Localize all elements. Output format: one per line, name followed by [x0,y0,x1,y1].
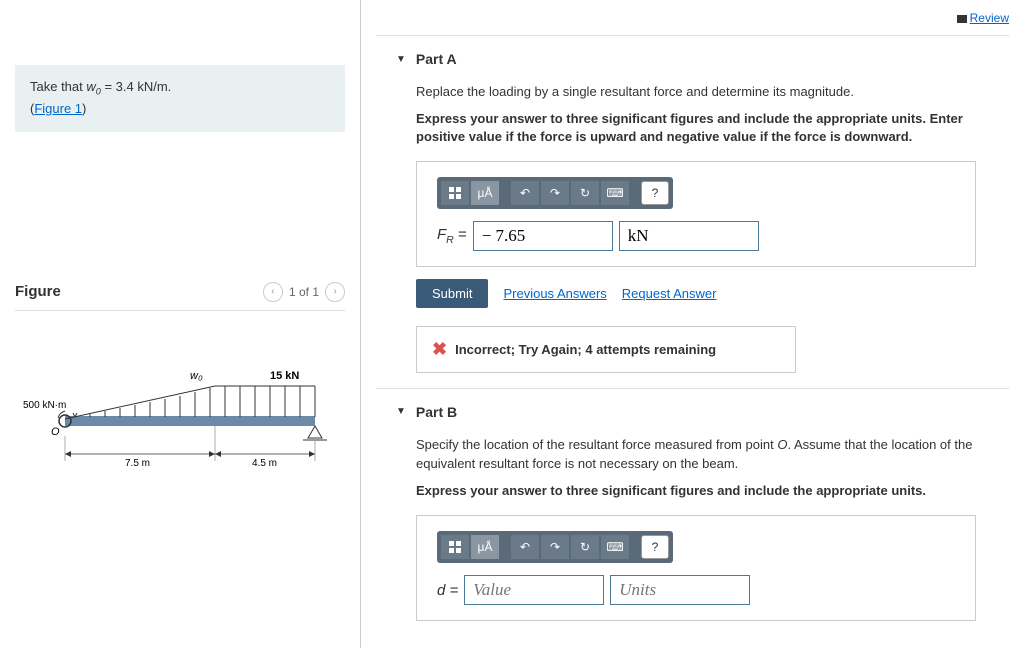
part-b-section: ▼ Part B Specify the location of the res… [376,388,1009,648]
help-button[interactable]: ? [641,181,669,205]
collapse-icon[interactable]: ▼ [396,54,406,65]
toolbar: μÅ ↶ ↷ ↻ ⌨ ? [437,177,673,209]
help-button[interactable]: ? [641,535,669,559]
keyboard-icon[interactable]: ⌨ [601,535,629,559]
var-label: FR = [437,226,467,246]
templates-icon[interactable] [441,181,469,205]
feedback-box: ✖ Incorrect; Try Again; 4 attempts remai… [416,326,796,373]
part-b-prompt: Specify the location of the resultant fo… [396,435,1009,474]
undo-icon[interactable]: ↶ [511,535,539,559]
symbols-button[interactable]: μÅ [471,181,499,205]
submit-button[interactable]: Submit [416,279,488,308]
keyboard-icon[interactable]: ⌨ [601,181,629,205]
redo-icon[interactable]: ↷ [541,181,569,205]
svg-text:w₀: w₀ [190,370,203,382]
templates-icon[interactable] [441,535,469,559]
reset-icon[interactable]: ↻ [571,181,599,205]
part-a-title: Part A [416,51,457,67]
part-b-instruction: Express your answer to three significant… [396,482,1009,500]
var-label: d = [437,582,458,599]
review-icon [957,15,967,23]
figure-diagram: w₀ 15 kN 500 kN·m O 7.5 m 4.5 m [15,341,345,491]
figure-next-button[interactable]: › [325,282,345,302]
svg-text:O: O [51,426,60,438]
feedback-text: Incorrect; Try Again; 4 attempts remaini… [455,342,716,357]
svg-text:4.5 m: 4.5 m [252,458,277,469]
toolbar: μÅ ↶ ↷ ↻ ⌨ ? [437,531,673,563]
value-input[interactable] [464,575,604,605]
svg-text:500 kN·m: 500 kN·m [23,400,66,411]
figure-prev-button[interactable]: ‹ [263,282,283,302]
request-answer-link[interactable]: Request Answer [622,286,717,301]
problem-text-prefix: Take that [30,79,86,94]
part-a-instruction: Express your answer to three significant… [396,110,1009,146]
svg-text:15 kN: 15 kN [270,370,299,382]
reset-icon[interactable]: ↻ [571,535,599,559]
svg-text:7.5 m: 7.5 m [125,458,150,469]
review-link[interactable]: Review [970,11,1009,25]
value-input[interactable] [473,221,613,251]
part-a-prompt: Replace the loading by a single resultan… [396,82,1009,102]
unit-input[interactable] [619,221,759,251]
figure-link[interactable]: Figure 1 [34,101,82,116]
previous-answers-link[interactable]: Previous Answers [503,286,606,301]
part-a-section: ▼ Part A Replace the loading by a single… [376,35,1009,388]
problem-statement: Take that w0 = 3.4 kN/m. (Figure 1) [15,65,345,132]
collapse-icon[interactable]: ▼ [396,406,406,417]
redo-icon[interactable]: ↷ [541,535,569,559]
figure-title: Figure [15,283,61,300]
undo-icon[interactable]: ↶ [511,181,539,205]
part-b-answer-box: μÅ ↶ ↷ ↻ ⌨ ? d = [416,515,976,621]
symbols-button[interactable]: μÅ [471,535,499,559]
part-a-answer-box: μÅ ↶ ↷ ↻ ⌨ ? FR = [416,161,976,267]
figure-nav-label: 1 of 1 [289,285,319,299]
unit-input[interactable] [610,575,750,605]
incorrect-icon: ✖ [432,339,447,360]
part-b-title: Part B [416,404,457,420]
